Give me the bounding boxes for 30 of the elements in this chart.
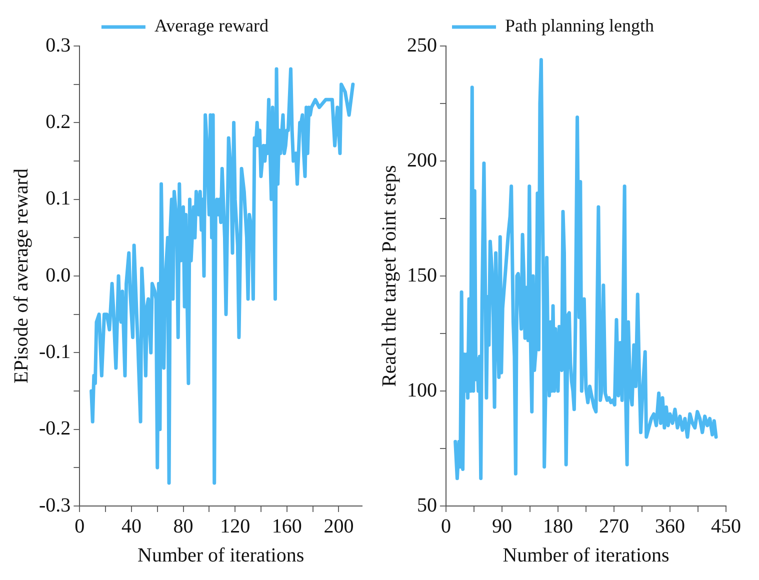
y-tick-label: -0.3 [38, 494, 71, 516]
y-tick-label: 0.2 [46, 110, 71, 133]
legend-label: Average reward [154, 16, 269, 36]
y-tick-label: 250 [407, 34, 437, 56]
y-axis-title: Reach the target Point steps [378, 164, 400, 387]
x-tick-label: 0 [441, 515, 451, 538]
y-tick-label: 0.1 [46, 188, 71, 210]
x-tick-label: 270 [599, 515, 629, 538]
y-tick-label: 0.0 [46, 264, 71, 286]
y-axis-title: EPisode of average reward [10, 168, 32, 384]
x-tick-label: 40 [121, 515, 142, 538]
x-tick-label: 90 [492, 515, 512, 538]
y-tick-label: 0.3 [46, 34, 71, 56]
x-axis-title: Number of iterations [138, 544, 304, 566]
y-tick-label: -0.1 [38, 340, 71, 363]
y-tick-label: 200 [407, 149, 437, 172]
y-tick-label: 150 [407, 264, 437, 286]
x-tick-label: 180 [543, 515, 573, 538]
x-tick-label: 200 [324, 515, 354, 538]
legend-label: Path planning length [505, 16, 654, 36]
x-tick-label: 160 [272, 515, 302, 538]
x-tick-label: 360 [655, 515, 685, 538]
x-tick-label: 120 [220, 515, 250, 538]
x-tick-label: 0 [74, 515, 85, 538]
x-axis-title: Number of iterations [502, 544, 670, 566]
y-tick-label: 100 [407, 379, 437, 402]
x-tick-label: 450 [711, 515, 741, 538]
y-tick-label: 50 [417, 494, 437, 516]
y-tick-label: -0.2 [38, 418, 71, 440]
x-tick-label: 80 [173, 515, 194, 538]
